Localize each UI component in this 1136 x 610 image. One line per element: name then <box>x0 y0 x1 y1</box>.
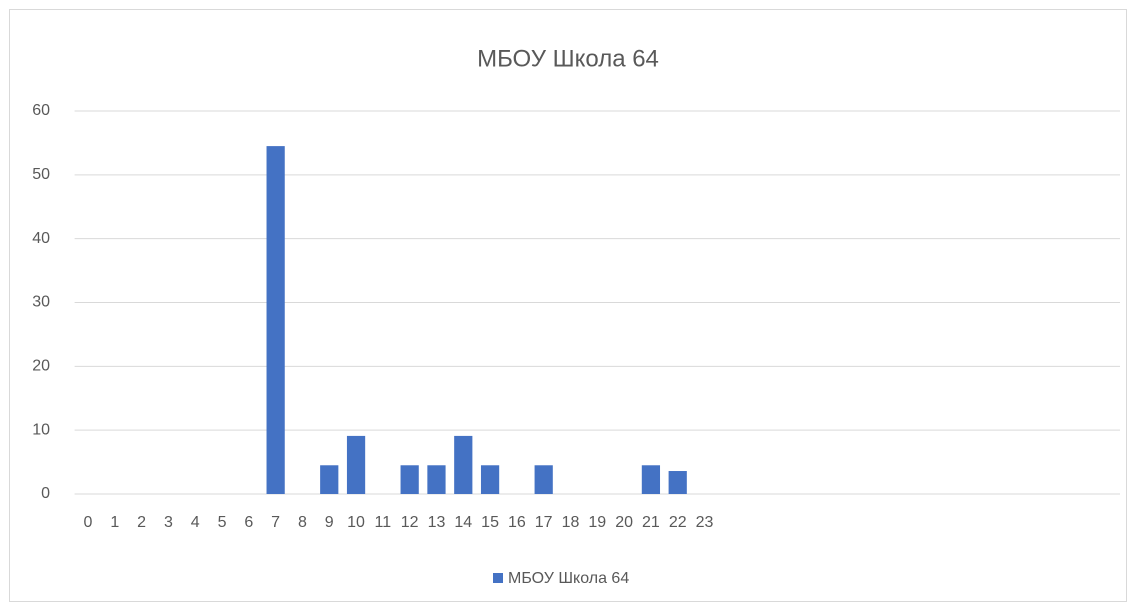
bar <box>427 465 446 494</box>
y-tick-label: 40 <box>32 230 50 247</box>
x-tick-label: 3 <box>164 514 173 531</box>
bar <box>320 465 339 494</box>
bar <box>668 471 687 494</box>
y-tick-label: 10 <box>32 421 50 438</box>
bar <box>346 435 366 494</box>
x-tick-label: 0 <box>84 514 93 531</box>
chart-title: МБОУ Школа 64 <box>477 45 659 72</box>
x-tick-label: 8 <box>298 514 307 531</box>
legend-label: МБОУ Школа 64 <box>508 570 629 587</box>
x-tick-label: 20 <box>615 514 633 531</box>
x-tick-label: 21 <box>642 514 660 531</box>
y-tick-label: 50 <box>32 166 50 183</box>
x-tick-label: 5 <box>218 514 227 531</box>
x-tick-label: 14 <box>454 514 472 531</box>
bar <box>534 465 553 494</box>
bar <box>480 465 500 494</box>
x-tick-label: 23 <box>696 514 714 531</box>
legend-swatch <box>493 573 503 583</box>
x-tick-label: 2 <box>137 514 146 531</box>
x-tick-label: 9 <box>325 514 334 531</box>
x-tick-label: 6 <box>244 514 253 531</box>
x-tick-label: 10 <box>347 514 365 531</box>
x-tick-label: 11 <box>375 514 392 531</box>
x-tick-label: 16 <box>508 514 526 531</box>
bar <box>400 465 419 494</box>
bar <box>266 146 285 494</box>
x-tick-label: 12 <box>401 514 419 531</box>
y-tick-label: 60 <box>32 102 50 119</box>
x-tick-label: 1 <box>110 514 119 531</box>
bar <box>454 435 473 494</box>
x-tick-label: 18 <box>562 514 580 531</box>
y-tick-label: 20 <box>32 358 50 375</box>
x-tick-label: 13 <box>428 514 446 531</box>
chart-border <box>9 9 1127 602</box>
y-tick-label: 0 <box>41 485 50 502</box>
bar <box>641 465 661 494</box>
x-tick-label: 7 <box>271 514 280 531</box>
x-tick-label: 15 <box>481 514 499 531</box>
x-tick-label: 4 <box>191 514 200 531</box>
y-tick-label: 30 <box>32 294 50 311</box>
x-tick-label: 22 <box>669 514 687 531</box>
x-tick-label: 19 <box>588 514 606 531</box>
x-tick-label: 17 <box>535 514 553 531</box>
